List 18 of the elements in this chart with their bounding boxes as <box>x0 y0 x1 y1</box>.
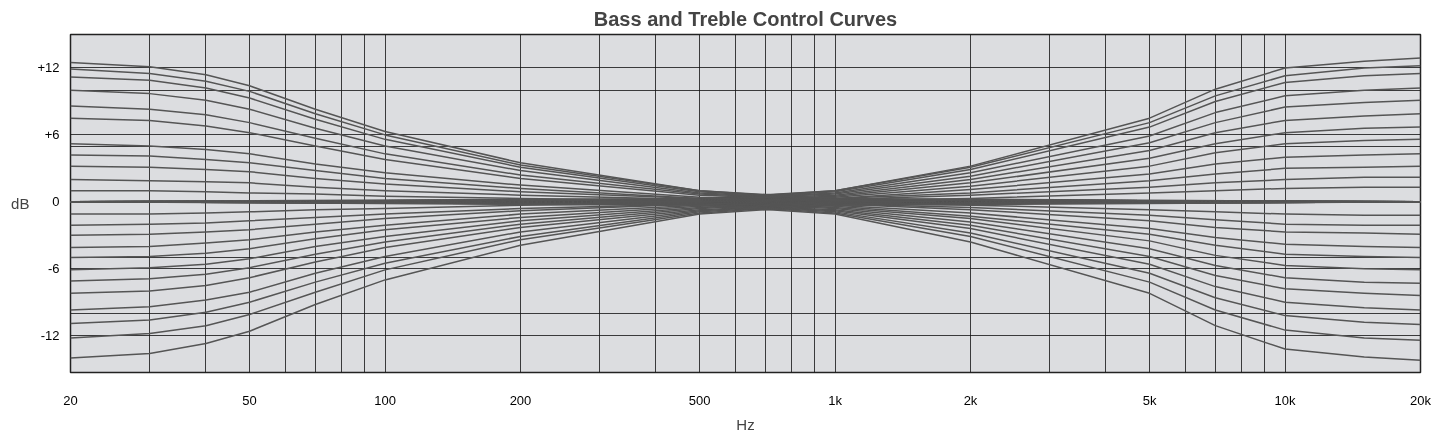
chart-title: Bass and Treble Control Curves <box>593 7 898 30</box>
x-tick-label: 500 <box>688 392 711 408</box>
x-tick-label: 200 <box>509 392 532 408</box>
x-tick-label: 5k <box>1142 392 1157 408</box>
x-tick-label: 2k <box>963 392 978 408</box>
y-axis-title: dB <box>11 195 30 212</box>
y-tick-label: +6 <box>44 127 60 143</box>
y-tick-label: -6 <box>47 261 60 277</box>
x-tick-label: 1k <box>828 392 843 408</box>
x-tick-label: 50 <box>242 392 257 408</box>
y-tick-label: +12 <box>37 60 60 76</box>
x-tick-label: 20k <box>1410 392 1432 408</box>
x-axis-title: Hz <box>736 415 755 433</box>
y-tick-label: -12 <box>40 328 60 344</box>
x-tick-label: 20 <box>63 392 78 408</box>
y-tick-label: 0 <box>52 194 60 210</box>
x-tick-label: 10k <box>1274 392 1297 408</box>
x-tick-label: 100 <box>374 392 396 408</box>
